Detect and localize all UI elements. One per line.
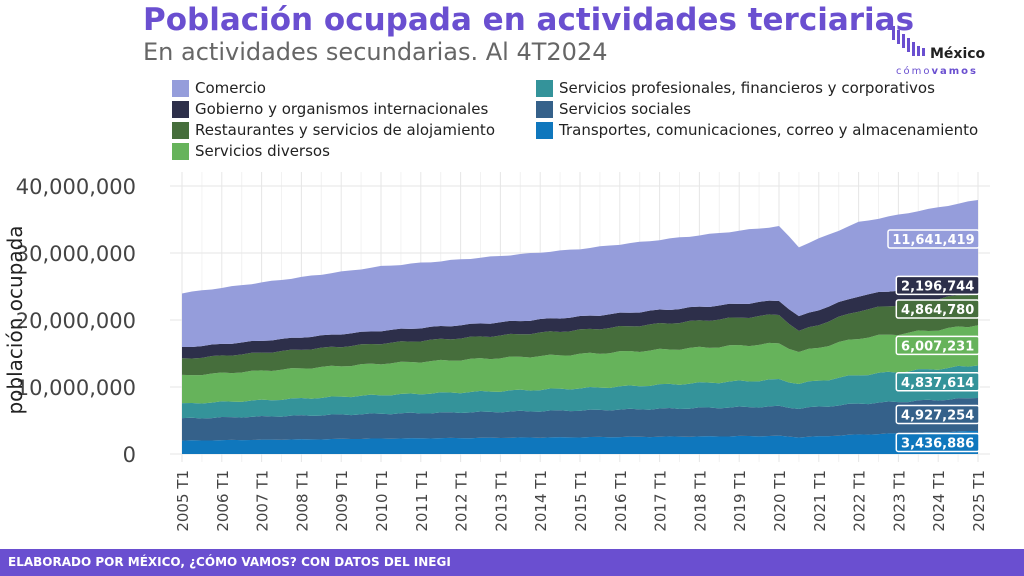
x-tick-label: 2006 T1 xyxy=(214,470,232,532)
legend-label: Servicios sociales xyxy=(559,100,691,118)
x-tick-label: 2015 T1 xyxy=(572,470,590,532)
x-tick-label: 2010 T1 xyxy=(373,470,391,532)
end-label-box xyxy=(895,275,980,296)
logo-bars-icon xyxy=(892,26,925,56)
x-tick-label: 2016 T1 xyxy=(612,470,630,532)
area-series xyxy=(182,292,978,376)
area-series xyxy=(182,397,978,441)
legend-label: Servicios profesionales, financieros y c… xyxy=(559,79,935,97)
x-tick-label: 2025 T1 xyxy=(970,470,988,532)
x-tick-label: 2005 T1 xyxy=(174,470,192,532)
logo: México cómovamos xyxy=(888,22,1006,82)
legend-swatch xyxy=(172,121,189,139)
x-tick-label: 2012 T1 xyxy=(453,470,471,532)
x-tick-label: 2008 T1 xyxy=(293,470,311,532)
legend-swatch xyxy=(536,100,553,118)
area-series xyxy=(182,199,978,348)
y-tick-label: 10,000,000 xyxy=(16,376,136,400)
end-label-box xyxy=(895,335,980,356)
x-tick-label: 2007 T1 xyxy=(254,470,272,532)
legend-swatch xyxy=(536,79,553,97)
end-label: 3,436,886 xyxy=(895,432,980,453)
chart-title: Población ocupada en actividades terciar… xyxy=(143,2,915,38)
logo-name: México xyxy=(930,46,986,62)
area-series xyxy=(182,430,978,454)
area-chart: 0 10,000,000 20,000,000 30,000,000 40,000,00… xyxy=(3,172,990,532)
legend-label: Restaurantes y servicios de alojamiento xyxy=(195,121,495,139)
end-label-text: 4,864,780 xyxy=(901,303,974,318)
legend-label: Servicios diversos xyxy=(195,142,330,160)
legend-swatch xyxy=(172,100,189,118)
y-tick-label: 20,000,000 xyxy=(16,309,136,333)
end-label-text: 3,436,886 xyxy=(901,436,974,451)
y-tick-label: 40,000,000 xyxy=(16,175,136,199)
end-label-box xyxy=(895,299,980,319)
legend-swatch xyxy=(172,79,189,97)
y-axis-title: población ocupada xyxy=(3,225,27,414)
end-label-text: 4,927,254 xyxy=(901,408,974,423)
x-tick-label: 2011 T1 xyxy=(413,470,431,532)
legend-item: Comercio xyxy=(172,78,266,98)
end-label: 4,837,614 xyxy=(895,372,980,392)
end-label-box xyxy=(895,432,980,453)
legend-item: Servicios profesionales, financieros y c… xyxy=(536,78,935,98)
legend-swatch xyxy=(536,121,553,139)
legend-item: Servicios sociales xyxy=(536,99,691,119)
end-label-box xyxy=(895,404,980,425)
end-label-box xyxy=(895,372,980,392)
legend-swatch xyxy=(172,142,189,160)
chart-subtitle: En actividades secundarias. Al 4T2024 xyxy=(143,38,608,66)
x-tick-label: 2018 T1 xyxy=(691,470,709,532)
end-label-text: 6,007,231 xyxy=(901,339,974,354)
x-tick-label: 2014 T1 xyxy=(532,470,550,532)
area-series xyxy=(182,365,978,419)
y-tick-label: 30,000,000 xyxy=(16,242,136,266)
end-label-text: 2,196,744 xyxy=(901,279,974,294)
area-series xyxy=(182,325,978,404)
x-tick-label: 2019 T1 xyxy=(731,470,749,532)
legend-item: Transportes, comunicaciones, correo y al… xyxy=(536,120,978,140)
x-tick-label: 2022 T1 xyxy=(851,470,869,532)
legend-item: Servicios diversos xyxy=(172,141,330,161)
legend-label: Comercio xyxy=(195,79,266,97)
legend-item: Restaurantes y servicios de alojamiento xyxy=(172,120,495,140)
end-label-box xyxy=(887,229,980,249)
x-tick-label: 2009 T1 xyxy=(333,470,351,532)
end-label: 4,864,780 xyxy=(895,299,980,319)
y-tick-label: 0 xyxy=(123,443,136,467)
x-tick-label: 2013 T1 xyxy=(492,470,510,532)
x-tick-label: 2020 T1 xyxy=(771,470,789,532)
x-tick-label: 2017 T1 xyxy=(652,470,670,532)
x-tick-label: 2023 T1 xyxy=(890,470,908,532)
end-label-text: 4,837,614 xyxy=(901,376,974,391)
footer-credit: ELABORADO POR MÉXICO, ¿CÓMO VAMOS? CON D… xyxy=(0,549,1024,576)
legend-label: Gobierno y organismos internacionales xyxy=(195,100,489,118)
legend-item: Gobierno y organismos internacionales xyxy=(172,99,488,119)
end-label: 6,007,231 xyxy=(895,335,980,356)
area-series xyxy=(182,277,978,359)
end-label: 11,641,419 xyxy=(887,229,980,249)
end-label: 2,196,744 xyxy=(895,275,980,296)
end-label-text: 11,641,419 xyxy=(892,233,974,248)
end-label: 4,927,254 xyxy=(895,404,980,425)
x-tick-label: 2024 T1 xyxy=(930,470,948,532)
x-tick-label: 2021 T1 xyxy=(811,470,829,532)
logo-tagline: cómovamos xyxy=(896,66,978,77)
legend-label: Transportes, comunicaciones, correo y al… xyxy=(559,121,979,139)
